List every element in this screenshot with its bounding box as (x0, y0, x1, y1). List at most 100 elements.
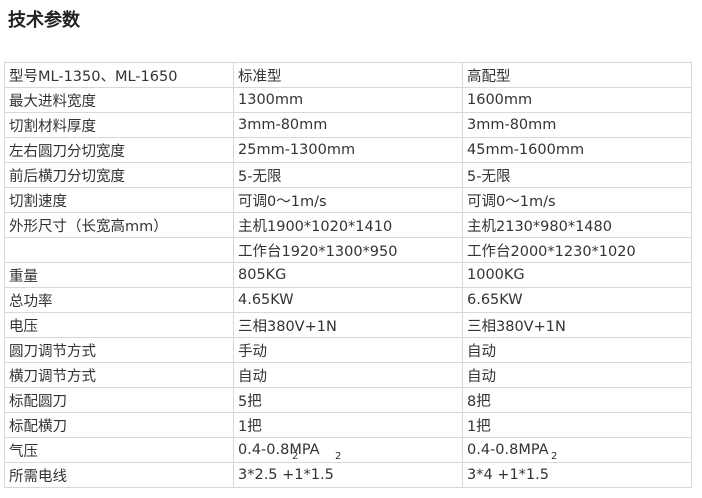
cell-text: 总功率 (9, 293, 53, 310)
table-cell: 切割材料厚度 (4, 112, 234, 138)
cell-text: 三相380V+1N (467, 318, 566, 335)
table-cell: 5-无限 (462, 162, 692, 188)
cell-text: 自动 (467, 343, 496, 360)
table-cell: 高配型 (462, 62, 692, 88)
cell-text: 圆刀调节方式 (9, 343, 96, 360)
table-cell: 5-无限 (233, 162, 463, 188)
cell-text: 1把 (238, 418, 262, 435)
table-cell: 横刀调节方式 (4, 362, 234, 388)
table-row: 切割材料厚度 3mm-80mm 3mm-80mm (4, 112, 692, 138)
cell-text: 3*2.5 +1*1.5 (238, 467, 334, 483)
cell-text: 25mm-1300mm (238, 142, 356, 158)
table-row: 总功率 4.65KW 6.65KW (4, 287, 692, 313)
table-cell: 6.65KW (462, 287, 692, 313)
cell-text: 主机1900*1020*1410 (238, 218, 393, 235)
table-cell: 自动 (233, 362, 463, 388)
cell-text: 1000KG (467, 267, 525, 283)
table-row: 所需电线 3*2.5 +1*1.5 3*4 +1*1.5 (4, 462, 692, 488)
table-cell: 总功率 (4, 287, 234, 313)
table-cell: 自动 (462, 337, 692, 363)
cell-text: 工作台1920*1300*950 (238, 243, 398, 260)
cell-text: 气压 (9, 443, 38, 460)
table-cell: 重量 (4, 262, 234, 288)
cell-text: 型号ML-1350、ML-1650 (9, 68, 178, 85)
table-row: 左右圆刀分切宽度 25mm-1300mm 45mm-1600mm (4, 137, 692, 163)
cell-text: 高配型 (467, 68, 511, 85)
subscript: 2 (335, 451, 342, 462)
table-cell: 0.4-0.8MPA 2 (462, 437, 692, 463)
table-cell: 气压 (4, 437, 234, 463)
cell-text: 5-无限 (467, 168, 511, 185)
table-cell: 工作台1920*1300*950 (233, 237, 463, 263)
table-cell: 手动 (233, 337, 463, 363)
table-row: 前后横刀分切宽度 5-无限 5-无限 (4, 162, 692, 188)
cell-text: 5把 (238, 393, 262, 410)
table-cell: 1600mm (462, 87, 692, 113)
cell-text: 0.4-0.8MPA (467, 442, 549, 458)
table-cell: 自动 (462, 362, 692, 388)
table-cell: 可调0～1m/s (462, 187, 692, 213)
cell-text: 3*4 +1*1.5 (467, 467, 549, 483)
table-cell: 主机2130*980*1480 (462, 212, 692, 238)
table-cell: 最大进料宽度 (4, 87, 234, 113)
subscript: 2 (551, 451, 558, 462)
table-cell: 所需电线 (4, 462, 234, 488)
table-cell: 805KG (233, 262, 463, 288)
table-cell: 1把 (462, 412, 692, 438)
subscript: 2 (292, 451, 299, 462)
table-row: 重量 805KG 1000KG (4, 262, 692, 288)
cell-text: 切割材料厚度 (9, 118, 96, 135)
cell-text: 左右圆刀分切宽度 (9, 143, 125, 160)
table-row: 型号ML-1350、ML-1650 标准型 高配型 (4, 62, 692, 88)
table-row: 最大进料宽度 1300mm 1600mm (4, 87, 692, 113)
cell-text: 45mm-1600mm (467, 142, 585, 158)
table-cell: 切割速度 (4, 187, 234, 213)
cell-text: 横刀调节方式 (9, 368, 96, 385)
cell-text: 805KG (238, 267, 287, 283)
table-row: 圆刀调节方式 手动 自动 (4, 337, 692, 363)
cell-text: 主机2130*980*1480 (467, 218, 612, 235)
table-cell: 4.65KW (233, 287, 463, 313)
cell-text: 所需电线 (9, 468, 67, 485)
cell-text: 8把 (467, 393, 491, 410)
cell-text: 自动 (238, 368, 267, 385)
cell-text: 可调0～1m/s (467, 193, 556, 210)
cell-text: 0.4-0.8MPA (238, 442, 320, 458)
table-cell: 标准型 (233, 62, 463, 88)
table-row: 标配圆刀 5把 8把 (4, 387, 692, 413)
table-row: 工作台1920*1300*950 工作台2000*1230*1020 (4, 237, 692, 263)
cell-text: 自动 (467, 368, 496, 385)
cell-text: 前后横刀分切宽度 (9, 168, 125, 185)
table-cell: 5把 (233, 387, 463, 413)
cell-text: 6.65KW (467, 292, 523, 308)
table-cell: 圆刀调节方式 (4, 337, 234, 363)
cell-text: 5-无限 (238, 168, 282, 185)
cell-text: 可调0～1m/s (238, 193, 327, 210)
table-cell (4, 237, 234, 263)
cell-text: 3mm-80mm (467, 117, 557, 133)
table-cell: 电压 (4, 312, 234, 338)
table-cell: 3*4 +1*1.5 (462, 462, 692, 488)
table-cell: 1300mm (233, 87, 463, 113)
table-cell: 三相380V+1N (462, 312, 692, 338)
cell-text: 切割速度 (9, 193, 67, 210)
cell-text: 重量 (9, 268, 38, 285)
table-cell: 主机1900*1020*1410 (233, 212, 463, 238)
table-cell: 外形尺寸（长宽高mm） (4, 212, 234, 238)
table-cell: 1000KG (462, 262, 692, 288)
table-cell: 1把 (233, 412, 463, 438)
cell-text: 标配横刀 (9, 418, 67, 435)
table-cell: 0.4-0.8MPA 2 2 (233, 437, 463, 463)
cell-text: 三相380V+1N (238, 318, 337, 335)
table-cell: 3mm-80mm (462, 112, 692, 138)
table-cell: 工作台2000*1230*1020 (462, 237, 692, 263)
cell-text: 4.65KW (238, 292, 294, 308)
table-cell: 45mm-1600mm (462, 137, 692, 163)
spec-table: 型号ML-1350、ML-1650 标准型 高配型最大进料宽度 1300mm 1600m… (4, 62, 692, 488)
cell-text: 1600mm (467, 92, 533, 108)
section-title: 技术参数 (8, 10, 80, 31)
table-row: 切割速度 可调0～1m/s 可调0～1m/s (4, 187, 692, 213)
cell-text: 最大进料宽度 (9, 93, 96, 110)
cell-text: 外形尺寸（长宽高mm） (9, 218, 168, 235)
